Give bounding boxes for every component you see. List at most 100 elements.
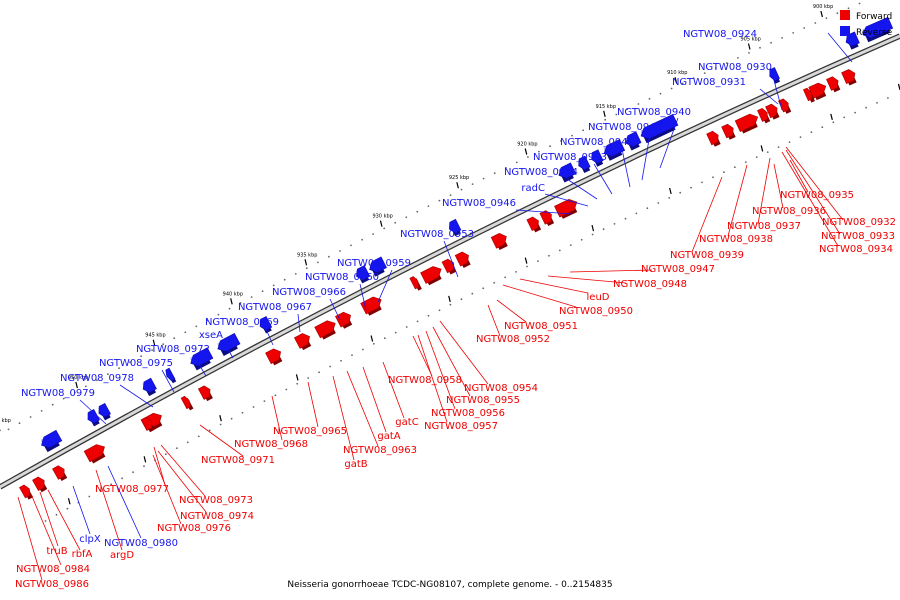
gene-label[interactable]: NGTW08_0974 bbox=[180, 511, 254, 522]
gene-label[interactable]: leuD bbox=[587, 292, 610, 303]
forward-gene[interactable] bbox=[441, 257, 458, 275]
gene-label[interactable]: NGTW08_0942 bbox=[560, 137, 634, 148]
gene-label[interactable]: NGTW08_0938 bbox=[699, 234, 773, 245]
gene-label[interactable]: NGTW08_0950 bbox=[559, 306, 633, 317]
gene-label[interactable]: NGTW08_0943 bbox=[533, 152, 607, 163]
reverse-gene[interactable] bbox=[164, 367, 177, 384]
reverse-gene[interactable] bbox=[188, 347, 214, 372]
reverse-gene[interactable] bbox=[589, 149, 604, 168]
gene-label[interactable]: truB bbox=[46, 546, 67, 557]
reverse-gene[interactable] bbox=[601, 139, 626, 161]
forward-gene[interactable] bbox=[314, 318, 340, 341]
gene-label[interactable]: NGTW08_0973 bbox=[179, 495, 253, 506]
reverse-gene[interactable] bbox=[354, 265, 372, 285]
forward-gene[interactable] bbox=[526, 215, 543, 233]
gene-label[interactable]: NGTW08_0937 bbox=[727, 221, 801, 232]
gene-label[interactable]: NGTW08_0980 bbox=[104, 538, 178, 549]
gene-label[interactable]: NGTW08_0940 bbox=[617, 107, 691, 118]
gene-label[interactable]: NGTW08_0939 bbox=[670, 250, 744, 261]
reverse-gene[interactable] bbox=[85, 409, 101, 427]
reverse-gene[interactable] bbox=[257, 316, 273, 334]
gene-label[interactable]: NGTW08_0978 bbox=[60, 373, 134, 384]
gene-label[interactable]: NGTW08_0952 bbox=[476, 334, 550, 345]
gene-label[interactable]: NGTW08_0976 bbox=[157, 523, 231, 534]
gene-label[interactable]: NGTW08_0979 bbox=[21, 388, 95, 399]
gene-label[interactable]: NGTW08_0930 bbox=[698, 62, 772, 73]
reverse-gene[interactable] bbox=[623, 131, 642, 152]
gene-label[interactable]: NGTW08_0986 bbox=[15, 579, 89, 590]
forward-gene[interactable] bbox=[52, 464, 69, 482]
forward-gene[interactable] bbox=[734, 112, 761, 135]
forward-gene[interactable] bbox=[778, 98, 792, 115]
gene-label[interactable]: NGTW08_0941 bbox=[588, 122, 662, 133]
forward-gene[interactable] bbox=[826, 75, 841, 93]
gene-label[interactable]: NGTW08_0931 bbox=[672, 77, 746, 88]
forward-gene[interactable] bbox=[294, 331, 313, 351]
gene-label[interactable]: NGTW08_0924 bbox=[683, 29, 757, 40]
forward-gene[interactable] bbox=[757, 107, 771, 124]
reverse-gene[interactable] bbox=[367, 256, 388, 278]
forward-gene[interactable] bbox=[721, 123, 737, 141]
reverse-gene[interactable] bbox=[96, 402, 112, 421]
gene-label[interactable]: NGTW08_0953 bbox=[400, 229, 474, 240]
reverse-gene[interactable] bbox=[638, 113, 679, 144]
gene-label[interactable]: NGTW08_0935 bbox=[780, 190, 854, 201]
forward-gene[interactable] bbox=[360, 294, 386, 316]
gene-label[interactable]: NGTW08_0948 bbox=[613, 279, 687, 290]
forward-gene[interactable] bbox=[554, 197, 580, 220]
reverse-gene[interactable] bbox=[140, 377, 158, 397]
gene-label[interactable]: NGTW08_0958 bbox=[388, 375, 462, 386]
reverse-gene[interactable] bbox=[39, 429, 64, 453]
forward-gene[interactable] bbox=[409, 275, 422, 291]
forward-gene[interactable] bbox=[140, 416, 155, 433]
gene-label[interactable]: NGTW08_0936 bbox=[752, 206, 826, 217]
forward-gene[interactable] bbox=[180, 395, 194, 411]
gene-label[interactable]: NGTW08_0932 bbox=[822, 217, 896, 228]
reverse-gene[interactable] bbox=[576, 155, 592, 174]
reverse-gene[interactable] bbox=[215, 332, 241, 357]
gene-label[interactable]: argD bbox=[110, 550, 134, 561]
reverse-gene[interactable] bbox=[860, 16, 894, 43]
forward-gene[interactable] bbox=[83, 442, 109, 465]
gene-label[interactable]: xseA bbox=[199, 330, 223, 341]
gene-label[interactable]: NGTW08_0972 bbox=[136, 344, 210, 355]
gene-label[interactable]: NGTW08_0965 bbox=[273, 426, 347, 437]
forward-gene[interactable] bbox=[335, 310, 354, 330]
gene-label[interactable]: gatC bbox=[395, 417, 418, 428]
forward-gene[interactable] bbox=[841, 68, 859, 87]
gene-label[interactable]: NGTW08_0984 bbox=[16, 564, 90, 575]
gene-label[interactable]: NGTW08_0960 bbox=[305, 272, 379, 283]
gene-label[interactable]: NGTW08_0967 bbox=[238, 302, 312, 313]
forward-gene[interactable] bbox=[197, 384, 214, 402]
gene-label[interactable]: NGTW08_0954 bbox=[464, 383, 538, 394]
gene-label[interactable]: NGTW08_0963 bbox=[343, 445, 417, 456]
forward-gene[interactable] bbox=[265, 347, 285, 367]
gene-label[interactable]: gatB bbox=[344, 459, 367, 470]
gene-label[interactable]: NGTW08_0975 bbox=[99, 358, 173, 369]
gene-label[interactable]: NGTW08_0955 bbox=[446, 395, 520, 406]
gene-label[interactable]: NGTW08_0969 bbox=[205, 317, 279, 328]
gene-label[interactable]: clpX bbox=[79, 534, 101, 545]
gene-label[interactable]: radC bbox=[521, 183, 545, 194]
forward-gene[interactable] bbox=[765, 103, 781, 121]
reverse-gene[interactable] bbox=[447, 218, 463, 237]
gene-label[interactable]: NGTW08_0944 bbox=[504, 167, 578, 178]
gene-label[interactable]: NGTW08_0966 bbox=[272, 287, 346, 298]
forward-gene[interactable] bbox=[803, 87, 815, 103]
reverse-gene[interactable] bbox=[767, 67, 781, 85]
gene-label[interactable]: NGTW08_0957 bbox=[424, 421, 498, 432]
forward-gene[interactable] bbox=[706, 130, 722, 148]
gene-label[interactable]: NGTW08_0956 bbox=[431, 408, 505, 419]
forward-gene[interactable] bbox=[19, 484, 34, 501]
gene-label[interactable]: NGTW08_0933 bbox=[821, 231, 895, 242]
forward-gene[interactable] bbox=[420, 264, 446, 286]
gene-label[interactable]: NGTW08_0977 bbox=[95, 484, 169, 495]
gene-label[interactable]: gatA bbox=[377, 431, 400, 442]
forward-gene[interactable] bbox=[490, 231, 510, 251]
gene-label[interactable]: NGTW08_0947 bbox=[641, 264, 715, 275]
gene-label[interactable]: NGTW08_0951 bbox=[504, 321, 578, 332]
gene-label[interactable]: NGTW08_0946 bbox=[442, 198, 516, 209]
gene-label[interactable]: NGTW08_0968 bbox=[234, 439, 308, 450]
forward-gene[interactable] bbox=[454, 250, 472, 269]
gene-label[interactable]: rbfA bbox=[72, 549, 93, 560]
